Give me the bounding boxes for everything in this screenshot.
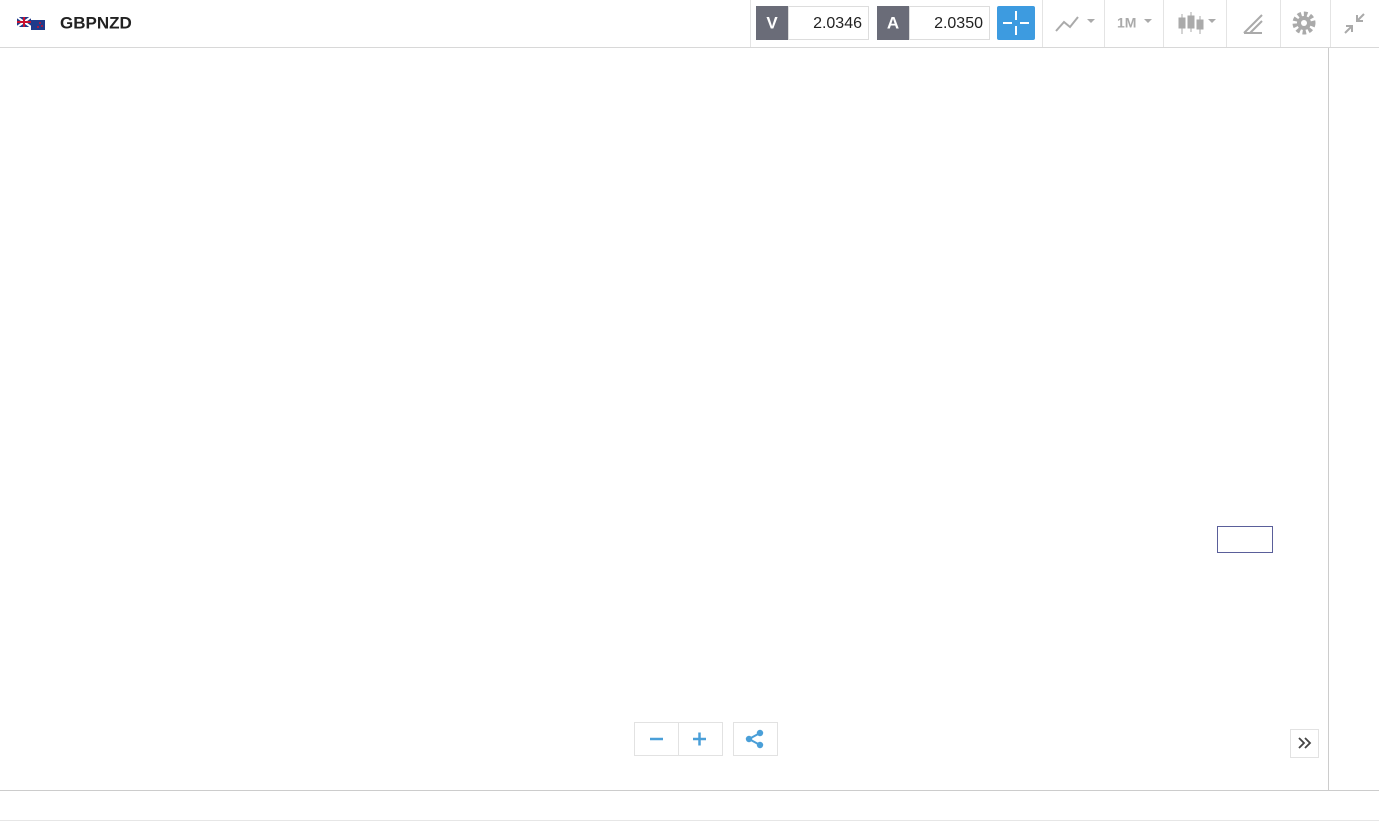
timeframe-button[interactable]: 1M	[1117, 15, 1136, 31]
buy-label: A	[887, 13, 899, 32]
zoom-out-button[interactable]	[634, 722, 679, 756]
buy-price-box[interactable]	[909, 6, 990, 40]
selection-box	[1217, 526, 1273, 553]
indicator-button[interactable]	[1055, 16, 1095, 32]
buy-price: 2.0350	[934, 15, 983, 32]
collapse-button[interactable]	[1344, 13, 1365, 34]
settings-button[interactable]	[1292, 11, 1316, 35]
header-bar	[0, 0, 1379, 47]
draw-button[interactable]	[1243, 14, 1263, 34]
dropdown-arrow	[1144, 19, 1152, 23]
share-button[interactable]	[733, 722, 778, 756]
sell-price: 2.0346	[813, 15, 862, 32]
sell-price-box[interactable]	[788, 6, 869, 40]
sell-label: V	[766, 13, 778, 32]
symbol: GBPNZD	[60, 13, 132, 32]
crosshair-button[interactable]	[997, 6, 1035, 40]
flag-icon	[16, 16, 45, 30]
chart-type-button[interactable]	[1178, 12, 1216, 34]
buy-button[interactable]	[877, 6, 909, 40]
sell-button[interactable]	[756, 6, 788, 40]
zoom-in-button[interactable]	[678, 722, 723, 756]
scroll-right-button[interactable]	[1290, 729, 1319, 758]
